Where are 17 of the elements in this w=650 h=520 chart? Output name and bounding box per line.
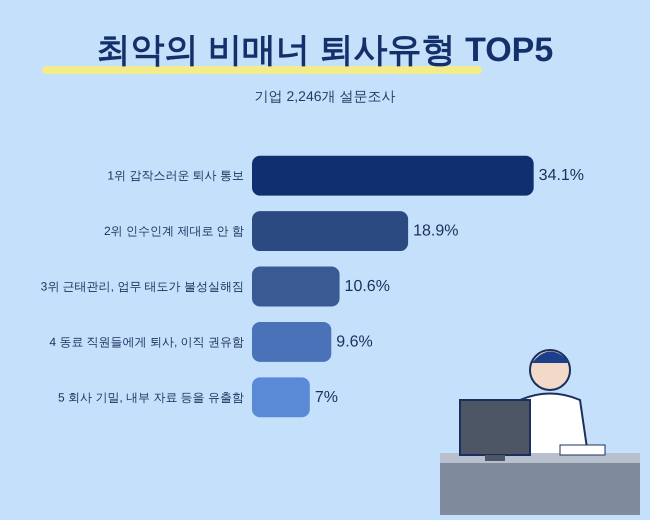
chart-title: 최악의 비매너 퇴사유형 TOP5: [96, 31, 554, 69]
y-tick-label: 2위 인수인계 제대로 안 함: [104, 224, 244, 238]
bar: [252, 156, 534, 196]
y-tick-label: 4 동료 직원들에게 퇴사, 이직 권유함: [49, 334, 244, 349]
y-tick-label: 3위 근태관리, 업무 태도가 불성실해짐: [40, 280, 244, 294]
chart-subtitle: 기업 2,246개 설문조사: [254, 88, 396, 104]
bar: [252, 322, 332, 362]
bar: [252, 211, 408, 252]
data-label: 34.1%: [538, 167, 584, 184]
y-tick-label: 5 회사 기밀, 내부 자료 등을 유출함: [58, 390, 244, 404]
data-label: 18.9%: [413, 222, 458, 240]
data-label: 9.6%: [336, 333, 373, 350]
data-label: 10.6%: [344, 278, 390, 295]
y-tick-label: 1위 갑작스러운 퇴사 통보: [107, 168, 244, 183]
bar: [252, 266, 340, 306]
bar: [252, 377, 310, 418]
data-label: 7%: [314, 388, 338, 406]
